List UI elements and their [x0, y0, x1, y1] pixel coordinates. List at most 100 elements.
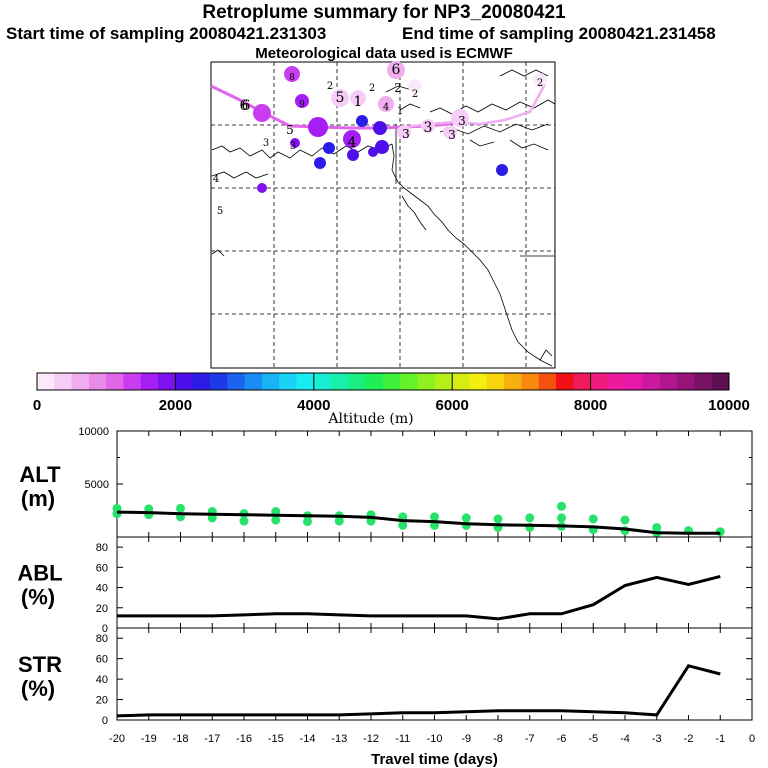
scatter-point [588, 514, 598, 524]
map-label: 2 [412, 89, 418, 100]
x-tick-label: -1 [715, 733, 725, 745]
x-tick-label: -15 [268, 733, 284, 745]
colorbar-cell [140, 373, 159, 390]
time-series-panels: 500010000ALT(m)020406080ABL(%)020406080S… [17, 426, 755, 768]
colorbar-cell [504, 373, 522, 390]
colorbar-cells [37, 373, 730, 390]
map-label: 4 [348, 135, 357, 151]
colorbar-label: Altitude (m) [327, 411, 413, 427]
colorbar-cell [71, 373, 90, 390]
cluster-circle [284, 66, 300, 82]
colorbar-cell [452, 373, 470, 390]
altitude-scatter [112, 501, 725, 538]
map-label: 3 [448, 128, 456, 142]
scatter-point [398, 520, 408, 530]
map-label: 2 [537, 78, 543, 89]
panel-label: ABL [17, 561, 62, 586]
colorbar-cell [279, 373, 297, 390]
end-time: End time of sampling 20080421.231458 [402, 24, 716, 43]
x-tick-label: -12 [363, 733, 379, 745]
colorbar-tick-label: 10000 [708, 397, 750, 414]
colorbar-cell [659, 373, 678, 390]
scatter-point [239, 516, 249, 526]
colorbar-cell [383, 373, 401, 390]
colorbar-cell [210, 373, 228, 390]
x-tick-label: -18 [173, 733, 189, 745]
y-tick-label: 60 [96, 562, 108, 574]
x-tick-label: -11 [395, 733, 410, 745]
cluster-circle [533, 73, 547, 87]
cluster-circle [375, 140, 389, 154]
cluster-circle [408, 79, 422, 93]
cluster-circle [356, 115, 368, 127]
colorbar-cell [54, 373, 73, 390]
x-axis-label: Travel time (days) [371, 751, 498, 768]
x-tick-label: -9 [461, 733, 471, 745]
colorbar-tick-label: 6000 [436, 397, 469, 414]
map-label: 6 [242, 98, 251, 114]
scatter-point [557, 501, 566, 511]
panel-alt: 5000 10000 ALT(m) [19, 426, 753, 538]
colorbar-cell [694, 373, 713, 390]
cluster-circle [373, 121, 387, 135]
cluster-circle [496, 164, 508, 176]
scatter-point [715, 527, 725, 537]
cluster-circle [347, 149, 359, 161]
scatter-point [271, 515, 281, 525]
colorbar-cell [348, 373, 367, 390]
colorbar-cell [37, 373, 55, 390]
x-tick-label: -6 [557, 733, 567, 745]
map-label: 5 [286, 123, 294, 137]
colorbar-cell [123, 373, 142, 390]
colorbar-cell [469, 373, 488, 390]
colorbar-cell [192, 373, 211, 390]
y-tick-label: 40 [96, 583, 108, 595]
scatter-point [303, 517, 312, 527]
scatter-point [493, 514, 503, 524]
cluster-circle [257, 183, 267, 193]
colorbar-cell [590, 373, 609, 390]
map-label: 8 [289, 73, 295, 83]
scatter-point [176, 503, 185, 513]
scatter-point [525, 513, 535, 523]
x-tick-label: -20 [109, 733, 125, 745]
map-label: 2 [327, 81, 333, 92]
x-tick-label: -2 [684, 733, 694, 745]
map-label: 3 [290, 141, 296, 152]
colorbar-cell [296, 373, 315, 390]
colorbar-cell [625, 373, 643, 390]
colorbar-cell [607, 373, 626, 390]
colorbar-cell [106, 373, 124, 390]
panel-unit: (%) [21, 676, 55, 701]
x-tick-label: -5 [588, 733, 598, 745]
colorbar-tick-label: 8000 [574, 397, 607, 414]
y-tick-label: 20 [96, 695, 108, 707]
colorbar-tick-label: 4000 [297, 397, 330, 414]
x-tick-label: 0 [749, 733, 755, 745]
scatter-point [430, 512, 439, 522]
colorbar-cell [313, 373, 332, 390]
colorbar-cell [400, 373, 419, 390]
cluster-circle [290, 138, 300, 148]
colorbar-cell [88, 373, 107, 390]
y-tick-label: 80 [96, 633, 108, 645]
scatter-point [557, 513, 566, 523]
map-label: 5 [336, 90, 345, 106]
map-label: 4 [213, 174, 219, 185]
map-label: 3 [402, 127, 410, 141]
y-tick-label: 60 [96, 654, 108, 666]
x-tick-label: -4 [620, 733, 630, 745]
map-label: 9 [299, 100, 305, 110]
cluster-circle [397, 125, 411, 139]
cluster-circle [314, 157, 326, 169]
colorbar-cell [642, 373, 661, 390]
cluster-circle [368, 147, 378, 157]
y-tick-label: 0 [102, 623, 108, 635]
panel-frame [116, 536, 753, 629]
colorbar-cell [538, 373, 557, 390]
x-tick-label: -19 [141, 733, 157, 745]
x-tick-label: -7 [525, 733, 535, 745]
